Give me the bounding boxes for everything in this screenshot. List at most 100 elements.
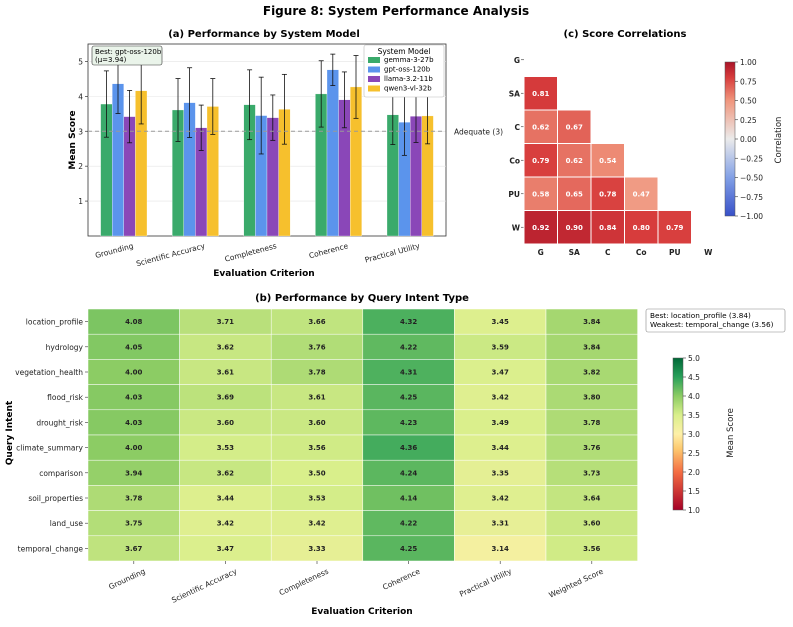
y-tick-label: 3 xyxy=(78,127,83,136)
intent-annotation-box xyxy=(645,308,786,333)
intent-cell-value: 3.62 xyxy=(217,343,234,351)
intent-cell-drought_risk-0 xyxy=(87,409,180,436)
intent-cell-value: 4.03 xyxy=(125,394,142,402)
corr-cell-value: 0.92 xyxy=(532,224,549,232)
x-tick-label: Scientific Accuracy xyxy=(135,241,206,268)
corr-col-label: W xyxy=(704,248,713,257)
intent-cell-climate_summary-3 xyxy=(362,434,455,461)
intent-cell-soil_properties-3 xyxy=(362,485,455,511)
intent-cell-value: 3.53 xyxy=(308,495,325,503)
intent-annotation-text: Best: location_profile (3.84) xyxy=(650,311,751,320)
intent-cell-comparison-5 xyxy=(545,459,638,486)
intent-cell-value: 3.42 xyxy=(217,520,234,528)
intent-cell-value: 3.61 xyxy=(217,369,234,377)
corr-cell-value: 0.81 xyxy=(532,90,549,98)
intent-cell-climate_summary-5 xyxy=(545,434,638,461)
corr-cell-W-PU xyxy=(657,210,692,245)
intent-cell-value: 4.25 xyxy=(400,394,417,402)
intent-row-label: climate_summary xyxy=(16,444,83,453)
intent-cell-drought_risk-3 xyxy=(362,409,455,436)
intent-cell-vegetation_health-1 xyxy=(179,359,272,385)
corr-cell-value: 0.54 xyxy=(599,157,616,165)
x-tick-label: Coherence xyxy=(308,241,350,260)
intent-cell-value: 3.75 xyxy=(125,520,142,528)
intent-row-label: location_profile xyxy=(26,318,84,327)
intent-cell-value: 3.84 xyxy=(583,343,600,351)
corr-col-label: Co xyxy=(636,248,647,257)
intent-cell-value: 3.82 xyxy=(583,369,600,377)
intent-row-label: temporal_change xyxy=(18,544,84,553)
corr-cell-value: 0.47 xyxy=(633,190,650,198)
corr-cell-value: 0.79 xyxy=(666,224,683,232)
intent-cell-land_use-2 xyxy=(270,510,364,537)
intent-cell-value: 3.76 xyxy=(583,444,600,452)
corr-colorbar-tick-label: −1.00 xyxy=(740,212,763,221)
intent-cell-value: 3.64 xyxy=(583,495,600,503)
intent-cell-flood_risk-0 xyxy=(87,384,180,411)
corr-cell-value: 0.62 xyxy=(566,157,583,165)
intent-cell-climate_summary-2 xyxy=(270,434,364,461)
intent-cell-temporal_change-2 xyxy=(270,535,364,562)
intent-cell-comparison-4 xyxy=(454,459,547,486)
panel-a-bar-chart: (a) Performance by System Model Evaluati… xyxy=(68,29,503,279)
panel-a-ylabel: Mean Score xyxy=(68,110,78,169)
intent-cell-value: 3.42 xyxy=(308,520,325,528)
intent-cell-location_profile-0 xyxy=(87,308,180,335)
intent-cell-value: 4.25 xyxy=(400,545,417,553)
intent-cell-value: 3.53 xyxy=(217,444,234,452)
panel-c-title: (c) Score Correlations xyxy=(564,29,687,40)
y-tick-label: 1 xyxy=(78,197,83,206)
intent-cell-value: 4.22 xyxy=(400,343,417,351)
intent-cell-value: 3.69 xyxy=(217,394,234,402)
intent-cell-value: 4.14 xyxy=(400,495,417,503)
corr-row-label: SA xyxy=(509,89,520,98)
corr-colorbar-tick-label: 1.00 xyxy=(740,58,757,67)
intent-cell-flood_risk-3 xyxy=(362,384,455,411)
intent-cell-value: 3.78 xyxy=(308,369,325,377)
intent-cell-land_use-0 xyxy=(87,510,180,537)
best-annotation-text: Best: gpt-oss-120b xyxy=(95,48,162,56)
intent-col-label: Scientific Accuracy xyxy=(170,566,239,604)
legend-swatch-gemma-3-27b xyxy=(368,57,380,63)
intent-cell-temporal_change-1 xyxy=(179,535,272,562)
intent-cell-value: 3.60 xyxy=(583,520,600,528)
intent-cell-value: 3.78 xyxy=(583,419,600,427)
intent-row-label: hydrology xyxy=(46,343,84,352)
score-colorbar-tick-label: 5.0 xyxy=(688,354,700,363)
intent-cell-value: 4.24 xyxy=(400,469,417,477)
intent-cell-hydrology-3 xyxy=(362,333,455,360)
corr-cell-Co-C xyxy=(590,143,625,178)
legend-swatch-qwen3-vl-32b xyxy=(368,85,380,92)
legend-title: System Model xyxy=(378,47,431,56)
intent-cell-value: 3.47 xyxy=(492,369,509,377)
corr-col-label: PU xyxy=(669,248,681,257)
intent-cell-flood_risk-1 xyxy=(179,384,272,411)
corr-row-label: PU xyxy=(508,190,520,199)
intent-cell-drought_risk-1 xyxy=(179,409,272,436)
intent-cell-value: 4.00 xyxy=(125,369,142,377)
corr-cell-PU-Co xyxy=(624,176,659,211)
intent-cell-value: 3.44 xyxy=(217,495,234,503)
y-tick-label: 5 xyxy=(78,57,83,66)
intent-cell-value: 3.67 xyxy=(125,545,142,553)
score-colorbar-tick-label: 3.5 xyxy=(688,411,700,420)
corr-cell-value: 0.58 xyxy=(532,190,549,198)
intent-cell-soil_properties-5 xyxy=(545,485,638,511)
intent-annotation-text: Weakest: temporal_change (3.56) xyxy=(650,320,774,329)
intent-col-label: Completeness xyxy=(278,567,330,598)
intent-cell-value: 4.08 xyxy=(125,318,142,326)
intent-cell-value: 3.56 xyxy=(308,444,325,452)
corr-colorbar-tick-label: −0.50 xyxy=(740,174,763,183)
legend-box xyxy=(363,44,445,98)
corr-cell-value: 0.65 xyxy=(566,190,583,198)
corr-cell-Co-G xyxy=(523,143,558,178)
panel-b-ylabel: Query Intent xyxy=(5,400,15,465)
figure-title: Figure 8: System Performance Analysis xyxy=(263,4,529,18)
intent-cell-comparison-2 xyxy=(270,459,364,486)
intent-cell-hydrology-0 xyxy=(87,333,180,360)
intent-cell-climate_summary-1 xyxy=(179,434,272,461)
intent-cell-value: 3.73 xyxy=(583,469,600,477)
corr-colorbar-tick-label: 0.00 xyxy=(740,135,757,144)
intent-cell-value: 3.84 xyxy=(583,318,600,326)
legend-label-gemma-3-27b: gemma-3-27b xyxy=(384,56,434,64)
